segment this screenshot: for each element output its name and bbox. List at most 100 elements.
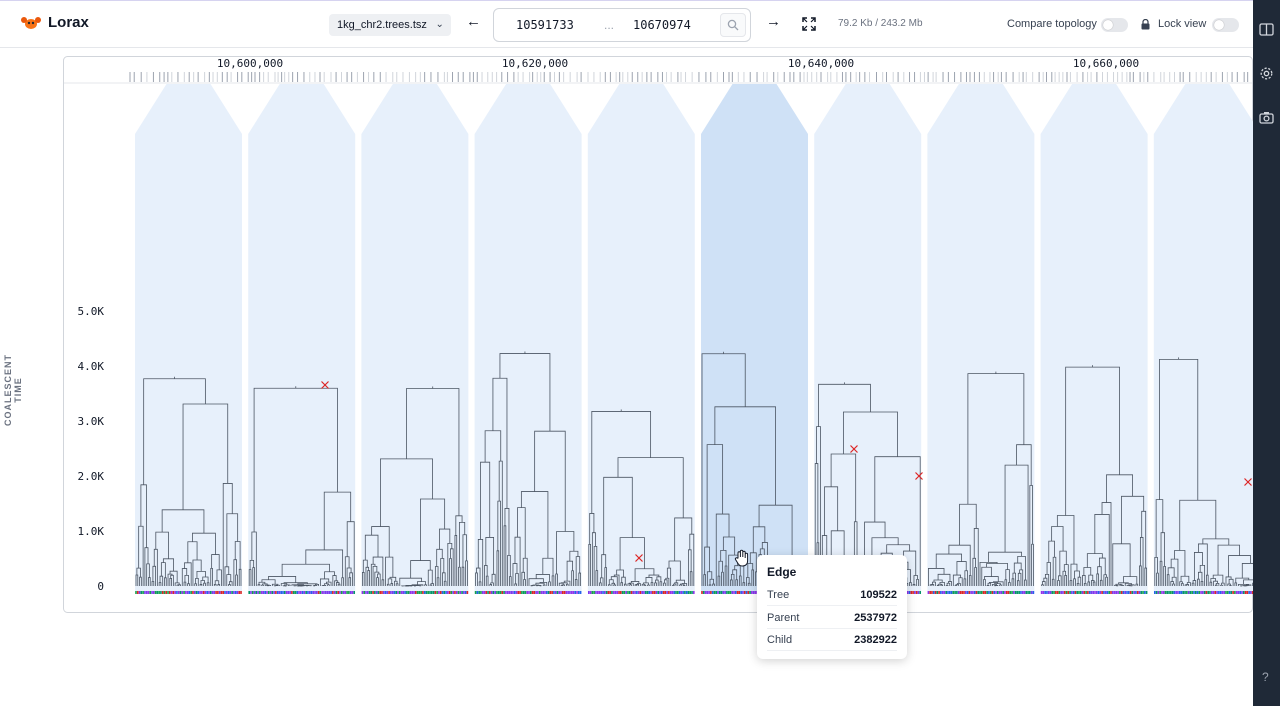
leaf-node bbox=[650, 591, 652, 594]
leaf-node bbox=[177, 591, 180, 594]
tree-edge bbox=[588, 543, 591, 586]
tree-edge bbox=[380, 458, 433, 527]
tree-edge bbox=[650, 582, 654, 586]
leaf-node bbox=[963, 591, 965, 594]
leaf-node bbox=[220, 591, 223, 594]
leaf-node bbox=[494, 591, 496, 594]
leaf-node bbox=[260, 591, 263, 594]
mutation-stroke bbox=[321, 381, 329, 389]
leaf-node bbox=[563, 591, 566, 594]
camera-icon[interactable] bbox=[1259, 110, 1274, 125]
leaf-node bbox=[1110, 591, 1112, 594]
leaf-node bbox=[600, 591, 603, 594]
tree-edge bbox=[952, 574, 961, 586]
leaf-node bbox=[710, 591, 712, 594]
tree-edge bbox=[555, 573, 558, 586]
leaf-node bbox=[1177, 591, 1179, 594]
tree-edge bbox=[192, 559, 202, 586]
tree-edge bbox=[641, 583, 646, 586]
chevron-down-icon: ⌄ bbox=[435, 19, 444, 30]
leaf-node bbox=[938, 591, 940, 594]
file-name: 1kg_chr2.trees.tsz bbox=[337, 19, 427, 31]
leaf-node bbox=[464, 591, 467, 594]
range-end-input[interactable]: 10670974 bbox=[633, 18, 691, 32]
leaf-node bbox=[142, 591, 144, 594]
range-start-input[interactable]: 10591733 bbox=[516, 18, 574, 32]
leaf-node bbox=[607, 591, 610, 594]
leaf-node bbox=[447, 591, 449, 594]
tree-edge bbox=[1128, 584, 1135, 586]
leaf-node bbox=[480, 591, 482, 594]
file-selector[interactable]: 1kg_chr2.trees.tsz ⌄ bbox=[329, 14, 451, 36]
leaf-node bbox=[729, 591, 732, 594]
leaf-node bbox=[450, 591, 453, 594]
leaf-node bbox=[578, 591, 580, 594]
leaf-node bbox=[349, 591, 352, 594]
leaf-node bbox=[381, 591, 383, 594]
search-button[interactable] bbox=[720, 13, 746, 37]
leaf-node bbox=[1117, 591, 1119, 594]
leaf-node bbox=[972, 591, 974, 594]
arrow-left-icon[interactable]: ← bbox=[466, 13, 481, 30]
tree-edge bbox=[1043, 577, 1048, 586]
leaf-node bbox=[1235, 591, 1238, 594]
tree-panel-bg bbox=[814, 84, 922, 593]
tree-edge bbox=[491, 573, 496, 586]
leaf-node bbox=[377, 591, 380, 594]
leaf-node bbox=[569, 591, 571, 594]
leaf-node bbox=[190, 591, 192, 594]
columns-icon[interactable] bbox=[1259, 22, 1274, 37]
tree-edge bbox=[305, 549, 344, 578]
help-button[interactable]: ? bbox=[1262, 670, 1269, 684]
leaf-node bbox=[628, 591, 631, 594]
tree-edge bbox=[561, 584, 565, 586]
leaf-node bbox=[919, 591, 921, 594]
leaf-node bbox=[344, 591, 347, 594]
leaf-node bbox=[1223, 591, 1226, 594]
tree-visualization[interactable]: 10,600,000 10,620,000 10,640,000 10,660,000… bbox=[0, 48, 1253, 618]
leaf-node bbox=[533, 591, 536, 594]
tree-edge bbox=[1206, 574, 1209, 586]
leaf-node bbox=[151, 591, 153, 594]
tree-edge bbox=[595, 570, 599, 586]
tree-edge bbox=[261, 579, 276, 585]
leaf-node bbox=[262, 591, 265, 594]
tree-edge bbox=[364, 534, 379, 561]
logo[interactable]: Lorax bbox=[20, 14, 89, 31]
arrow-right-icon[interactable]: → bbox=[766, 13, 781, 30]
leaf-node bbox=[1095, 591, 1098, 594]
tree-panel-bg bbox=[1040, 84, 1148, 593]
genome-tick-label: 10,620,000 bbox=[502, 57, 568, 70]
gear-icon[interactable] bbox=[1259, 66, 1274, 81]
tree-edge bbox=[578, 572, 581, 586]
leaf-node bbox=[1189, 591, 1192, 594]
leaf-node bbox=[646, 591, 649, 594]
tree-edge bbox=[1118, 582, 1129, 585]
leaf-node bbox=[1154, 591, 1156, 594]
tree-edge bbox=[988, 582, 998, 584]
fullscreen-icon[interactable] bbox=[802, 17, 816, 31]
leaf-node bbox=[461, 591, 463, 594]
tree-edge bbox=[362, 572, 365, 586]
tree-edge bbox=[558, 582, 564, 586]
leaf-node bbox=[1101, 591, 1103, 594]
lock-view-toggle[interactable] bbox=[1212, 18, 1239, 32]
leaf-node bbox=[676, 591, 679, 594]
tree-edge bbox=[958, 577, 963, 586]
leaf-node bbox=[975, 591, 978, 594]
compare-topology-toggle[interactable] bbox=[1101, 18, 1128, 32]
tree-edge bbox=[1209, 581, 1213, 586]
tree-edge bbox=[1126, 584, 1131, 586]
tree-edge bbox=[968, 575, 972, 586]
tooltip-row-child: Child 2382922 bbox=[767, 629, 897, 651]
tooltip-row-tree: Tree 109522 bbox=[767, 584, 897, 606]
leaf-node bbox=[361, 591, 364, 594]
leaf-node bbox=[691, 591, 693, 594]
tree-edge bbox=[986, 563, 1008, 570]
compare-topology-label: Compare topology bbox=[1007, 18, 1097, 30]
tooltip-value: 109522 bbox=[860, 589, 897, 601]
tree-edge bbox=[389, 576, 397, 582]
leaf-node bbox=[1021, 591, 1024, 594]
tree-edges bbox=[135, 376, 242, 586]
tree-edge bbox=[1083, 582, 1087, 586]
